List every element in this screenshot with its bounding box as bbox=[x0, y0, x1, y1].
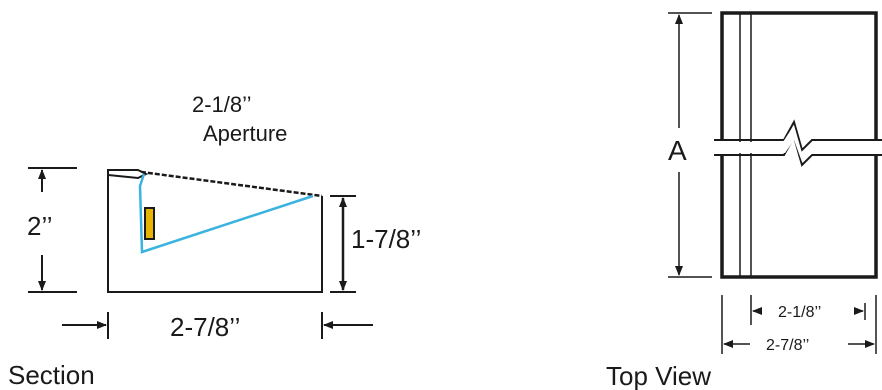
left-height-dimension bbox=[28, 167, 77, 293]
right-height-dimension bbox=[330, 195, 356, 293]
break-line-upper bbox=[714, 119, 882, 152]
aperture-label-line2: Aperture bbox=[203, 121, 287, 146]
right-height-label: 1-7/8’’ bbox=[351, 224, 421, 254]
aperture-width-dimension bbox=[752, 303, 866, 320]
section-width-dimension bbox=[62, 312, 373, 339]
section-caption: Section bbox=[8, 360, 95, 390]
aperture-label-line1: 2-1/8’’ bbox=[192, 92, 252, 117]
section-view: 2-1/8’’ Aperture 2’’ 1-7/8’’ 2-7/8’’ Sec… bbox=[8, 92, 421, 390]
top-view: A 2-1/8’’ 2-7/8’’ Top View bbox=[606, 11, 882, 390]
break-gap bbox=[720, 125, 880, 162]
top-flange bbox=[107, 169, 149, 180]
top-view-body-lower bbox=[720, 155, 878, 279]
lamp-element bbox=[144, 207, 155, 240]
left-height-label: 2’’ bbox=[27, 211, 53, 241]
aperture-dashed-line bbox=[133, 169, 323, 198]
top-view-caption: Top View bbox=[606, 361, 711, 390]
top-view-body-upper bbox=[720, 11, 878, 140]
section-width-label: 2-7/8’’ bbox=[170, 312, 240, 342]
aperture-width-label: 2-1/8’’ bbox=[778, 304, 821, 321]
overall-width-label: 2-7/8’’ bbox=[766, 337, 809, 354]
length-label: A bbox=[668, 135, 687, 166]
reflector-profile bbox=[138, 173, 314, 254]
length-dimension bbox=[668, 12, 712, 278]
section-housing-outline bbox=[107, 172, 323, 293]
